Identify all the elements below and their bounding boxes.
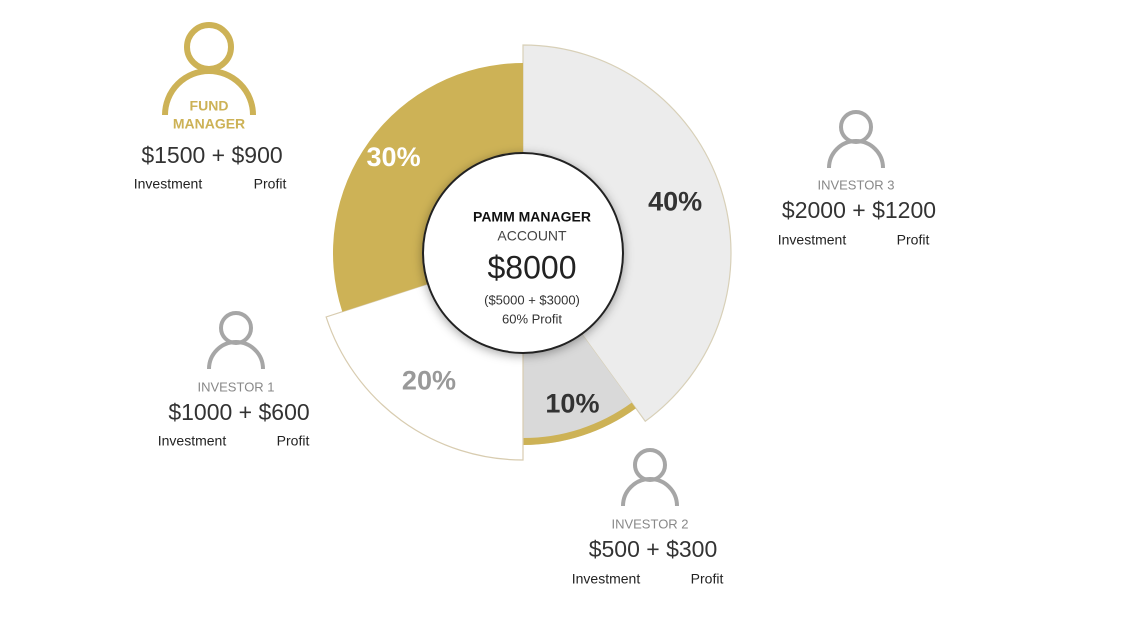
profit-label: Profit bbox=[691, 571, 724, 587]
person-amount: $2000 + $1200 bbox=[782, 197, 936, 223]
center-breakdown: ($5000 + $3000) bbox=[484, 292, 580, 307]
investment-label: Investment bbox=[572, 571, 641, 587]
person-head bbox=[633, 448, 667, 482]
person-title: INVESTOR 3 bbox=[817, 177, 894, 192]
person-head bbox=[219, 311, 253, 345]
person-shoulders bbox=[162, 68, 256, 116]
segment-label: 20% bbox=[402, 366, 456, 396]
center-title: PAMM MANAGER bbox=[473, 209, 591, 225]
investment-label: Investment bbox=[134, 176, 203, 192]
person-title: MANAGER bbox=[173, 116, 245, 132]
person-shoulders bbox=[621, 477, 679, 507]
ring: 40% 10% 20% 30% bbox=[325, 44, 732, 461]
person-title: INVESTOR 1 bbox=[197, 379, 274, 394]
segment bbox=[332, 63, 523, 312]
person-head bbox=[184, 22, 234, 72]
person-amount: $500 + $300 bbox=[589, 536, 718, 562]
center-profit: 60% Profit bbox=[502, 311, 562, 326]
person-amount: $1500 + $900 bbox=[141, 142, 282, 168]
segment bbox=[523, 329, 636, 445]
center-amount: $8000 bbox=[488, 249, 577, 285]
center-subtitle: ACCOUNT bbox=[497, 228, 567, 244]
profit-label: Profit bbox=[277, 433, 310, 449]
investment-label: Investment bbox=[158, 433, 227, 449]
person-amount: $1000 + $600 bbox=[168, 399, 309, 425]
person-head bbox=[839, 110, 873, 144]
center-circle bbox=[422, 152, 624, 354]
person-shoulders bbox=[207, 340, 265, 370]
person-title: INVESTOR 2 bbox=[611, 516, 688, 531]
segment-label: 40% bbox=[648, 187, 702, 217]
segment-label: 30% bbox=[367, 142, 421, 172]
profit-label: Profit bbox=[254, 176, 287, 192]
investment-label: Investment bbox=[778, 232, 847, 248]
profit-label: Profit bbox=[897, 232, 930, 248]
person-shoulders bbox=[827, 139, 885, 169]
segment-label: 10% bbox=[545, 388, 599, 418]
segment-rim bbox=[523, 402, 636, 445]
person-title: FUND bbox=[190, 98, 229, 114]
